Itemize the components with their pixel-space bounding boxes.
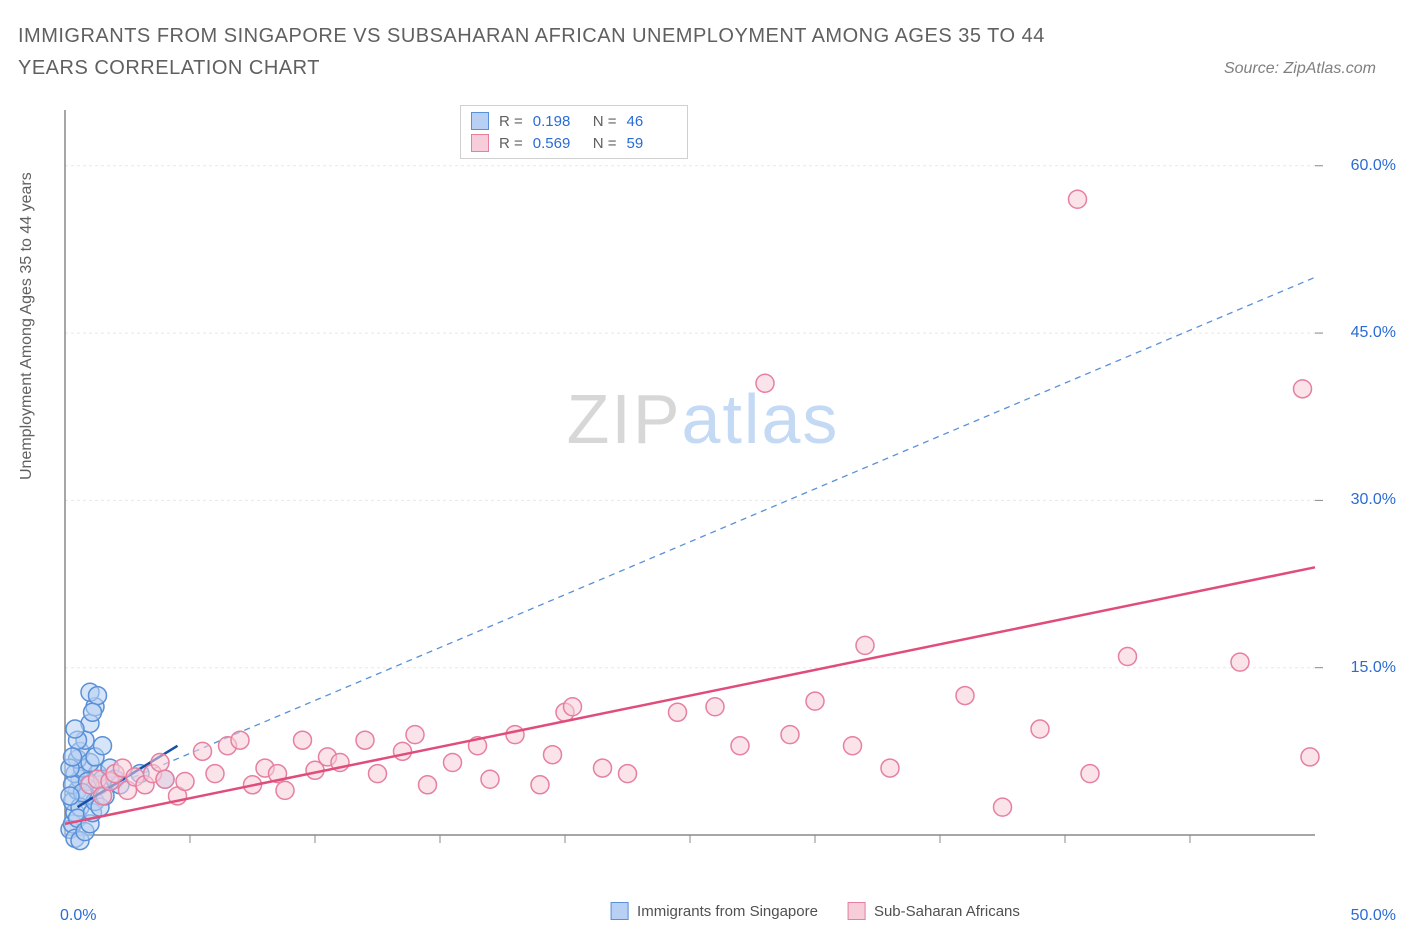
legend-stats-box: R = 0.198 N = 46 R = 0.569 N = 59 <box>460 105 688 159</box>
legend-swatch <box>848 902 866 920</box>
y-tick-label: 45.0% <box>1351 324 1396 342</box>
scatter-plot-svg <box>60 100 1380 880</box>
legend-r-label: R = <box>499 113 523 130</box>
legend-r-value: 0.569 <box>533 135 583 152</box>
legend-stat-row: R = 0.198 N = 46 <box>471 110 677 132</box>
legend-n-value: 59 <box>627 135 677 152</box>
y-tick-label: 30.0% <box>1351 491 1396 509</box>
chart-plot-area <box>60 100 1380 880</box>
source-attribution: Source: ZipAtlas.com <box>1224 60 1376 78</box>
legend-stat-row: R = 0.569 N = 59 <box>471 132 677 154</box>
legend-series-label: Sub-Saharan Africans <box>874 903 1020 920</box>
legend-series-label: Immigrants from Singapore <box>637 903 818 920</box>
legend-swatch <box>611 902 629 920</box>
y-tick-label: 60.0% <box>1351 157 1396 175</box>
legend-n-value: 46 <box>627 113 677 130</box>
legend-series-item: Immigrants from Singapore <box>611 902 818 920</box>
legend-series: Immigrants from Singapore Sub-Saharan Afr… <box>611 902 1020 920</box>
legend-series-item: Sub-Saharan Africans <box>848 902 1020 920</box>
x-axis-max-label: 50.0% <box>1351 907 1396 925</box>
chart-title: IMMIGRANTS FROM SINGAPORE VS SUBSAHARAN … <box>18 20 1118 84</box>
legend-swatch <box>471 134 489 152</box>
legend-r-value: 0.198 <box>533 113 583 130</box>
legend-n-label: N = <box>593 135 617 152</box>
y-axis-label: Unemployment Among Ages 35 to 44 years <box>18 172 36 480</box>
y-tick-label: 15.0% <box>1351 659 1396 677</box>
legend-n-label: N = <box>593 113 617 130</box>
legend-r-label: R = <box>499 135 523 152</box>
legend-swatch <box>471 112 489 130</box>
x-axis-origin-label: 0.0% <box>60 907 96 925</box>
